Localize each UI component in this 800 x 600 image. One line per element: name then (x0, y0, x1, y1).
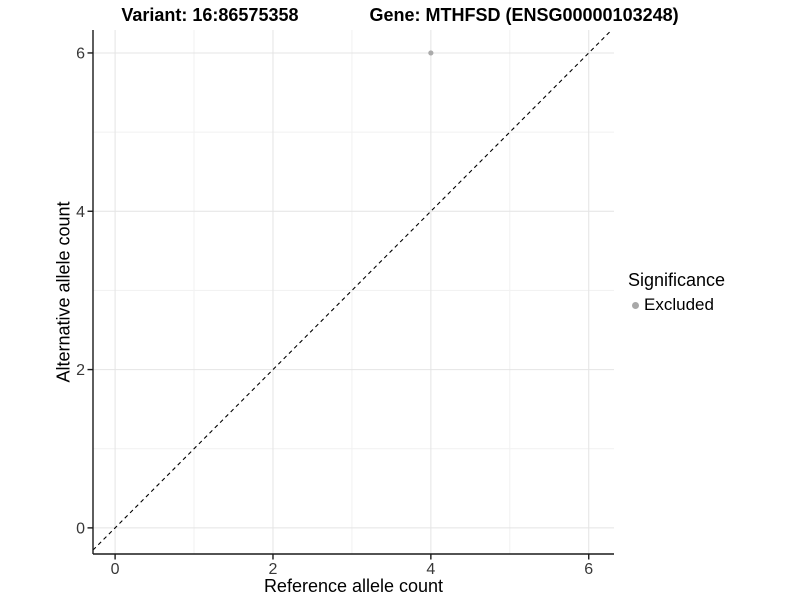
data-point-excluded (428, 50, 434, 56)
x-tick-label: 4 (426, 561, 435, 578)
legend-entry-label: Excluded (644, 295, 714, 314)
y-tick-label: 2 (76, 362, 85, 379)
legend-entry-excluded: Excluded (628, 295, 725, 315)
x-axis-title: Reference allele count (263, 576, 444, 596)
plot-title: Variant: 16:86575358 Gene: MTHFSD (ENSG0… (0, 5, 800, 26)
y-tick-label: 4 (76, 204, 85, 221)
variant-title: Variant: 16:86575358 (121, 5, 299, 25)
gene-title: Gene: MTHFSD (ENSG00000103248) (369, 5, 679, 25)
plot-panel: 0 2 4 6 0 2 4 6 (76, 29, 614, 578)
x-tick-label: 6 (584, 561, 593, 578)
identity-line (92, 29, 613, 551)
y-tick-label: 0 (76, 520, 85, 537)
x-tick-label: 0 (111, 561, 120, 578)
y-tick-label: 6 (76, 45, 85, 62)
excluded-marker-icon (632, 301, 639, 309)
legend: Significance Excluded (628, 270, 725, 315)
x-tick-label: 2 (269, 561, 278, 578)
legend-title: Significance (628, 270, 726, 290)
